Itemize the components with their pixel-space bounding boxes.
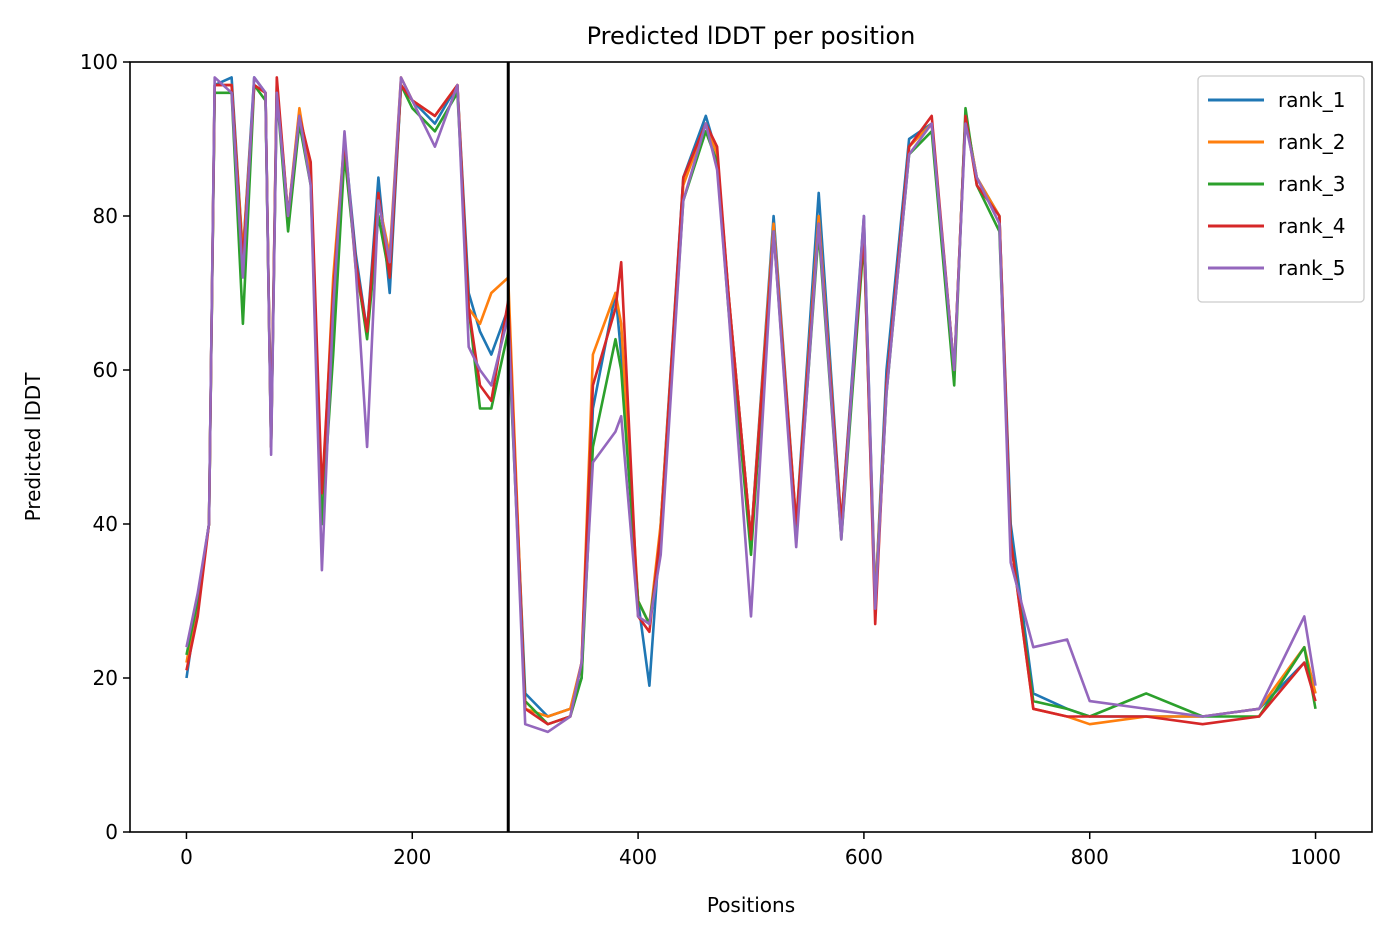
x-tick-label: 800 (1071, 845, 1109, 869)
x-tick-label: 200 (393, 845, 431, 869)
legend-label: rank_5 (1278, 256, 1345, 280)
y-tick-label: 100 (80, 50, 118, 74)
x-axis-ticks: 0 200 400 600 800 1000 (180, 832, 1341, 869)
legend: rank_1 rank_2 rank_3 rank_4 rank_5 (1197, 75, 1365, 303)
x-tick-label: 0 (180, 845, 193, 869)
legend-label: rank_4 (1278, 214, 1345, 238)
plot-frame (129, 61, 1373, 833)
series-line-rank_5 (185, 76, 1317, 734)
plot-lines (185, 76, 1317, 734)
x-tick-label: 400 (619, 845, 657, 869)
x-tick-label: 600 (845, 845, 883, 869)
legend-box (1197, 75, 1365, 303)
chart-title: Predicted lDDT per position (587, 22, 916, 50)
legend-label: rank_2 (1278, 130, 1345, 154)
x-axis-title: Positions (707, 893, 795, 917)
y-tick-label: 60 (93, 358, 118, 382)
legend-label: rank_1 (1278, 88, 1345, 112)
y-tick-label: 40 (93, 512, 118, 536)
x-tick-label: 1000 (1290, 845, 1341, 869)
y-axis-ticks: 0 20 40 60 80 100 (80, 50, 130, 844)
y-tick-label: 0 (105, 820, 118, 844)
y-tick-label: 20 (93, 666, 118, 690)
legend-label: rank_3 (1278, 172, 1345, 196)
y-axis-title: Predicted lDDT (21, 372, 45, 522)
y-tick-label: 80 (93, 204, 118, 228)
